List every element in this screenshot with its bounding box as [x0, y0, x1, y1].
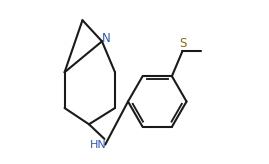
Text: S: S [179, 37, 186, 50]
Text: N: N [102, 32, 110, 45]
Text: HN: HN [90, 140, 107, 150]
